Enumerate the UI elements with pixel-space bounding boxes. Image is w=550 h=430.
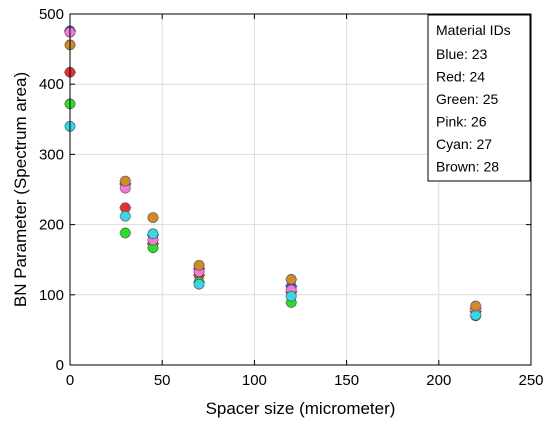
legend-entry: Green: 25 <box>436 91 498 107</box>
data-point <box>193 278 206 290</box>
tick-labels: 0 50 100 150 200 250 0 100 200 300 400 500 <box>39 6 544 389</box>
data-point <box>146 228 159 240</box>
y-axis-label: BN Parameter (Spectrum area) <box>11 72 30 307</box>
data-point <box>469 300 482 312</box>
data-point <box>146 212 159 223</box>
data-point <box>119 227 132 239</box>
legend-entry: Red: 24 <box>436 69 485 85</box>
legend-title: Material IDs <box>436 22 511 38</box>
legend-entry: Cyan: 27 <box>436 136 492 152</box>
data-point <box>285 290 298 302</box>
y-tick-label: 0 <box>56 357 64 374</box>
legend-entry: Blue: 23 <box>436 46 488 62</box>
x-axis-label: Spacer size (micrometer) <box>206 399 396 418</box>
data-point <box>119 202 132 214</box>
y-tick-label: 200 <box>39 217 64 234</box>
x-tick-label: 150 <box>334 372 359 389</box>
y-tick-label: 100 <box>39 287 64 304</box>
data-point <box>119 175 132 187</box>
data-point <box>285 274 298 285</box>
legend: Material IDs Blue: 23 Red: 24 Green: 25 Pin… <box>427 14 531 182</box>
legend-entry: Pink: 26 <box>436 114 487 130</box>
x-tick-label: 100 <box>242 372 267 389</box>
data-point <box>193 259 206 271</box>
y-tick-label: 300 <box>39 146 64 163</box>
x-tick-label: 250 <box>518 372 543 389</box>
legend-entry: Brown: 28 <box>436 159 499 175</box>
data-points <box>64 25 482 322</box>
data-point <box>119 210 132 222</box>
y-tick-label: 500 <box>39 6 64 23</box>
legend-entries: Blue: 23 Red: 24 Green: 25 Pink: 26 Cyan: 27… <box>436 46 499 175</box>
plot-frame <box>69 13 532 366</box>
x-tick-label: 200 <box>426 372 451 389</box>
legend-box <box>427 14 531 182</box>
data-point <box>146 242 159 254</box>
y-tick-label: 400 <box>39 76 64 93</box>
x-tick-label: 0 <box>66 372 74 389</box>
x-tick-label: 50 <box>154 372 171 389</box>
